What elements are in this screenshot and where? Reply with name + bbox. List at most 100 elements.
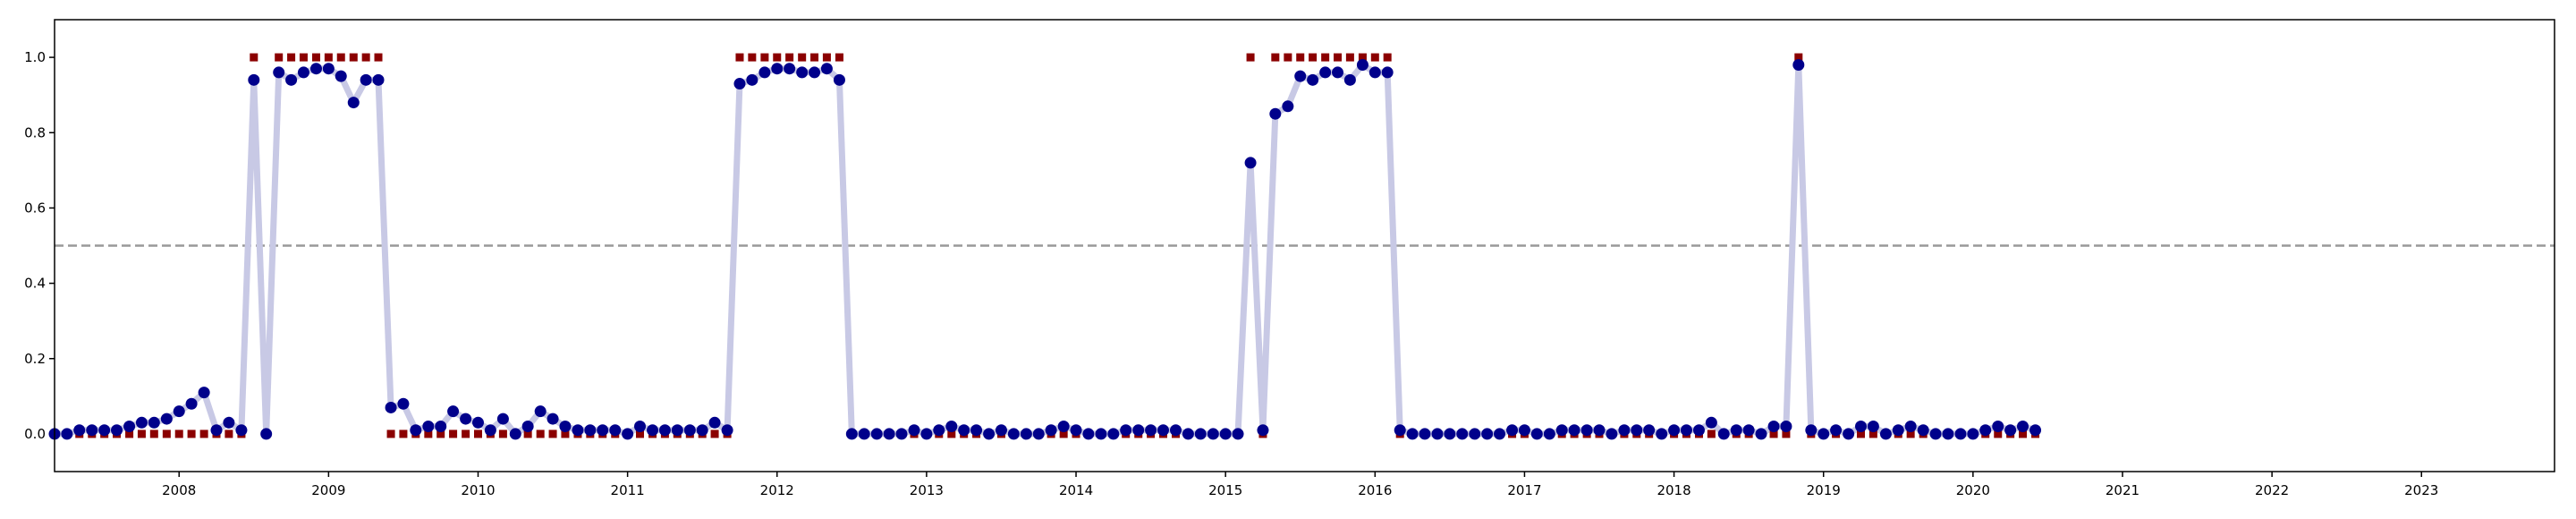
y-tick-label: 0.6 xyxy=(24,200,46,216)
probability-marker xyxy=(1431,428,1444,440)
label-marker xyxy=(1271,53,1280,62)
label-marker xyxy=(299,53,308,62)
label-marker xyxy=(498,430,507,438)
label-marker xyxy=(536,430,545,438)
probability-marker xyxy=(1580,424,1593,437)
probability-marker xyxy=(733,78,746,90)
label-marker xyxy=(636,430,645,438)
probability-marker xyxy=(422,421,435,432)
probability-marker xyxy=(945,421,958,432)
probability-marker xyxy=(1929,428,1942,440)
probability-marker xyxy=(671,424,683,437)
probability-marker xyxy=(1394,424,1406,437)
probability-marker xyxy=(746,73,758,86)
label-marker xyxy=(1383,53,1392,62)
y-tick-label: 0.2 xyxy=(24,351,46,367)
probability-marker xyxy=(1680,424,1692,437)
probability-marker xyxy=(335,70,347,82)
probability-marker xyxy=(584,424,597,437)
label-marker xyxy=(1794,53,1803,62)
label-marker xyxy=(275,53,284,62)
label-marker xyxy=(374,53,383,62)
probability-marker xyxy=(210,424,223,437)
probability-marker xyxy=(1419,428,1431,440)
probability-marker xyxy=(410,424,422,437)
probability-marker xyxy=(1294,70,1307,82)
label-marker xyxy=(336,53,345,62)
probability-marker xyxy=(297,66,309,79)
probability-marker xyxy=(1481,428,1494,440)
probability-marker xyxy=(1057,421,1070,432)
probability-marker xyxy=(86,424,98,437)
probability-marker xyxy=(647,424,659,437)
probability-marker xyxy=(1830,424,1843,437)
label-marker xyxy=(187,430,196,438)
probability-marker xyxy=(435,421,447,432)
probability-marker xyxy=(658,424,671,437)
probability-marker xyxy=(1257,424,1269,437)
probability-marker xyxy=(347,97,360,109)
x-tick-label: 2017 xyxy=(1507,482,1541,498)
probability-marker xyxy=(447,405,460,418)
probability-marker xyxy=(1170,424,1182,437)
probability-marker xyxy=(471,416,484,429)
label-marker xyxy=(1345,53,1354,62)
probability-marker xyxy=(597,424,609,437)
probability-marker xyxy=(98,424,111,437)
probability-marker xyxy=(1032,428,1045,440)
label-marker xyxy=(473,430,482,438)
probability-marker xyxy=(509,428,521,440)
probability-marker xyxy=(185,397,198,410)
probability-marker xyxy=(1194,428,1207,440)
probability-marker xyxy=(1805,424,1818,437)
probability-marker xyxy=(273,66,285,79)
label-marker xyxy=(137,430,146,438)
label-marker xyxy=(162,430,171,438)
y-tick-label: 0.0 xyxy=(24,426,46,442)
label-marker xyxy=(349,53,358,62)
probability-marker xyxy=(1107,428,1120,440)
probability-marker xyxy=(123,421,136,432)
label-marker xyxy=(523,430,532,438)
probability-marker xyxy=(1045,424,1057,437)
probability-marker xyxy=(1269,107,1282,120)
label-marker xyxy=(748,53,757,62)
probability-marker xyxy=(1867,421,1879,432)
probability-marker xyxy=(970,424,983,437)
probability-marker xyxy=(223,416,235,429)
probability-marker xyxy=(1506,424,1519,437)
x-tick-label: 2009 xyxy=(311,482,345,498)
probability-marker xyxy=(309,63,322,75)
probability-marker xyxy=(708,416,721,429)
probability-marker xyxy=(1606,428,1618,440)
probability-marker xyxy=(1854,421,1867,432)
label-marker xyxy=(798,53,807,62)
x-tick-label: 2008 xyxy=(162,482,196,498)
x-tick-label: 2015 xyxy=(1208,482,1242,498)
probability-marker xyxy=(920,428,933,440)
label-marker xyxy=(548,430,557,438)
probability-marker xyxy=(521,421,534,432)
probability-marker xyxy=(2017,421,2029,432)
probability-marker xyxy=(260,428,273,440)
probability-marker xyxy=(1070,424,1082,437)
label-marker xyxy=(361,53,370,62)
probability-marker xyxy=(1593,424,1606,437)
probability-marker xyxy=(721,424,733,437)
y-tick-label: 0.8 xyxy=(24,124,46,140)
probability-marker xyxy=(1332,66,1344,79)
probability-marker xyxy=(1356,59,1368,71)
probability-marker xyxy=(1319,66,1332,79)
label-marker xyxy=(125,430,134,438)
probability-marker xyxy=(1792,59,1805,71)
probability-marker xyxy=(1543,428,1555,440)
probability-marker xyxy=(534,405,547,418)
probability-marker xyxy=(1618,424,1631,437)
probability-marker xyxy=(1879,428,1892,440)
probability-marker xyxy=(1979,424,1992,437)
label-marker xyxy=(462,430,470,438)
probability-marker xyxy=(1730,424,1742,437)
probability-marker xyxy=(559,421,572,432)
label-marker xyxy=(399,430,408,438)
x-tick-label: 2010 xyxy=(461,482,495,498)
